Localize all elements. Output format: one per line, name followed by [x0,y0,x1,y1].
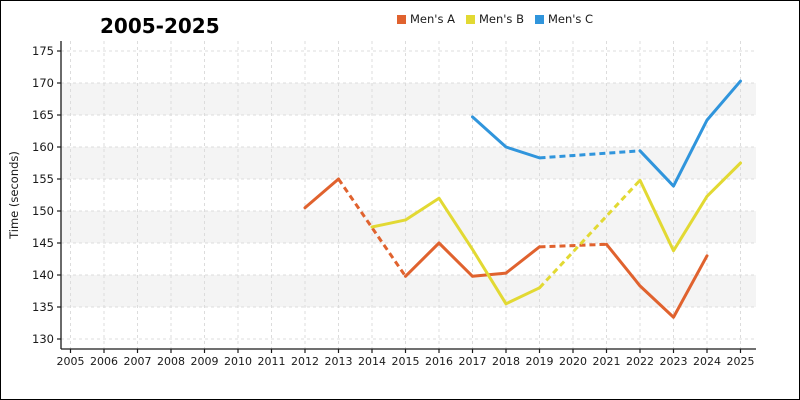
series-men-s-c-line [471,79,742,188]
x-tick-label: 2008 [157,355,185,368]
x-tick-label: 2024 [693,355,721,368]
x-tick-label: 2022 [626,355,654,368]
band-165-170 [61,83,756,115]
tick-labels: 2005 2006 2007 2008 2009 2010 2011 2012 2013 2014… [32,44,754,368]
x-tick-label: 2010 [224,355,252,368]
legend: Men's A Men's B Men's C [397,12,593,26]
y-tick-label: 155 [32,172,54,186]
legend-label-mens-c: Men's C [547,12,594,26]
y-tick-label: 145 [32,236,54,250]
y-tick-label: 160 [32,140,54,154]
y-tick-label: 150 [32,204,54,218]
gridlines [61,41,756,349]
series-men-s-a-dashed-line [337,178,607,278]
axes [57,41,756,353]
legend-item-mens-b: Men's B [465,12,524,26]
y-tick-label: 140 [32,268,54,282]
y-axis-title: Time (seconds) [7,151,21,240]
band-145-150 [61,211,756,243]
legend-item-mens-a: Men's A [397,12,455,26]
y-tick-label: 175 [32,44,54,58]
x-tick-label: 2005 [57,355,85,368]
series-men-s-b-dashed-line [538,179,642,289]
x-tick-label: 2011 [258,355,286,368]
y-tick-label: 135 [32,300,54,314]
x-tick-label: 2020 [559,355,587,368]
x-tick-label: 2007 [124,355,152,368]
legend-marker-mens-c [534,14,544,24]
x-tick-label: 2012 [291,355,319,368]
x-tick-label: 2017 [459,355,487,368]
x-tick-label: 2013 [325,355,353,368]
series-men-s-b-line [370,161,742,306]
x-tick-label: 2021 [593,355,621,368]
chart-title: 2005-2025 [100,14,220,38]
legend-marker-mens-a [397,14,406,24]
x-tick-label: 2006 [90,355,118,368]
x-tick-label: 2025 [727,355,755,368]
y-tick-label: 165 [32,108,54,122]
band-135-140 [61,275,756,307]
x-tick-label: 2016 [425,355,453,368]
y-tick-label: 130 [32,332,54,346]
legend-label-mens-b: Men's B [478,12,524,26]
x-tick-label: 2014 [358,355,386,368]
x-tick-label: 2015 [392,355,420,368]
series-men-s-c-dashed-line [539,149,641,160]
series-men-s-a-line [303,177,709,319]
x-tick-label: 2023 [660,355,688,368]
x-tick-label: 2019 [526,355,554,368]
x-tick-label: 2009 [191,355,219,368]
legend-marker-mens-b [465,14,475,24]
series-lines [303,79,742,319]
y-tick-label: 170 [32,76,54,90]
legend-label-mens-a: Men's A [410,12,455,26]
x-tick-label: 2018 [492,355,520,368]
legend-item-mens-c: Men's C [534,12,594,26]
